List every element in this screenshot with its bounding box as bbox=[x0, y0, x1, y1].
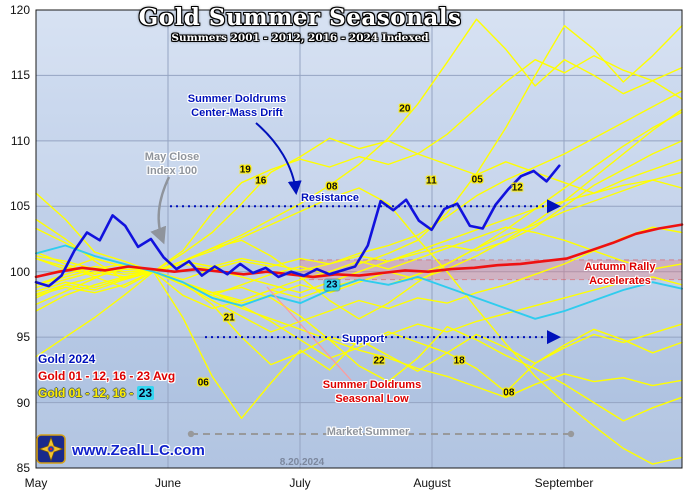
seasonal-low-leader bbox=[266, 286, 352, 381]
y-axis-label: 105 bbox=[9, 199, 30, 214]
year-label-12: 12 bbox=[511, 182, 523, 194]
year-label-23: 23 bbox=[324, 279, 340, 291]
y-axis-label: 115 bbox=[10, 68, 30, 83]
year-label-20: 20 bbox=[399, 103, 411, 115]
annotation-autumn-rally: Autumn Rally Accelerates bbox=[584, 261, 656, 288]
y-axis-label: 120 bbox=[9, 3, 30, 17]
x-axis-label: September bbox=[534, 476, 594, 490]
may-close-arrow bbox=[150, 176, 171, 245]
y-axis-label: 110 bbox=[10, 133, 30, 148]
y-axis-label: 90 bbox=[16, 395, 30, 410]
watermark-date: 8.20.2024 bbox=[279, 457, 325, 468]
legend-2023-chip: 23 bbox=[136, 386, 155, 400]
series-2007 bbox=[35, 108, 683, 304]
annotation-resistance: Resistance bbox=[300, 192, 360, 204]
zeal-url-link[interactable]: www.ZealLLC.com bbox=[72, 442, 205, 459]
series-2021 bbox=[35, 271, 683, 393]
x-axis-label: May bbox=[24, 476, 48, 490]
zeal-logo bbox=[36, 434, 66, 464]
y-axis-label: 100 bbox=[9, 264, 30, 279]
series-2020 bbox=[35, 18, 683, 295]
series-2019 bbox=[35, 55, 683, 296]
year-label-08: 08 bbox=[503, 387, 515, 399]
series-2011 bbox=[35, 25, 683, 299]
annotation-market-summer: Market Summer bbox=[326, 426, 410, 438]
y-axis-label: 95 bbox=[16, 330, 30, 345]
series-Avg 01-12, 16-23 bbox=[34, 223, 684, 279]
legend-gold-avg: Gold 01 - 12, 16 - 23 Avg bbox=[38, 369, 176, 383]
chart-title: Gold Summer Seasonals bbox=[138, 4, 462, 31]
series-2005 bbox=[35, 90, 683, 286]
annotation-support: Support bbox=[341, 333, 385, 345]
drift-arrow bbox=[255, 122, 302, 195]
year-label-05: 05 bbox=[471, 174, 483, 186]
legend-gold-2024: Gold 2024 bbox=[38, 352, 96, 366]
year-label-22: 22 bbox=[373, 355, 385, 367]
year-label-06: 06 bbox=[197, 377, 209, 389]
annotation-may-close-index: May Close Index 100 bbox=[144, 151, 200, 178]
center-mass-band bbox=[300, 259, 682, 280]
year-label-08: 08 bbox=[326, 181, 338, 193]
x-axis-label: June bbox=[154, 476, 182, 490]
y-axis-label: 85 bbox=[16, 461, 30, 475]
annotation-seasonal-low: Summer Doldrums Seasonal Low bbox=[322, 379, 422, 406]
background-band bbox=[36, 402, 682, 468]
legend-gold-years-text: Gold 01 - 12, 16 - bbox=[38, 386, 137, 400]
year-label-19: 19 bbox=[239, 164, 251, 176]
x-axis-label: July bbox=[289, 476, 311, 490]
year-label-11: 11 bbox=[426, 175, 437, 187]
series-2010 bbox=[35, 171, 683, 320]
year-label-21: 21 bbox=[223, 312, 235, 323]
background-band bbox=[36, 140, 682, 207]
chart-subtitle: Summers 2001 - 2012, 2016 - 2024 Indexed bbox=[171, 32, 429, 44]
series-2024 bbox=[34, 164, 561, 288]
year-label-18: 18 bbox=[453, 355, 465, 367]
plot-frame bbox=[35, 9, 683, 469]
legend-gold-years: Gold 01 - 12, 16 - 23 bbox=[38, 386, 155, 400]
year-label-16: 16 bbox=[255, 175, 267, 187]
x-axis-label: August bbox=[413, 476, 451, 490]
annotation-center-mass-drift: Summer Doldrums Center-Mass Drift bbox=[187, 93, 287, 120]
